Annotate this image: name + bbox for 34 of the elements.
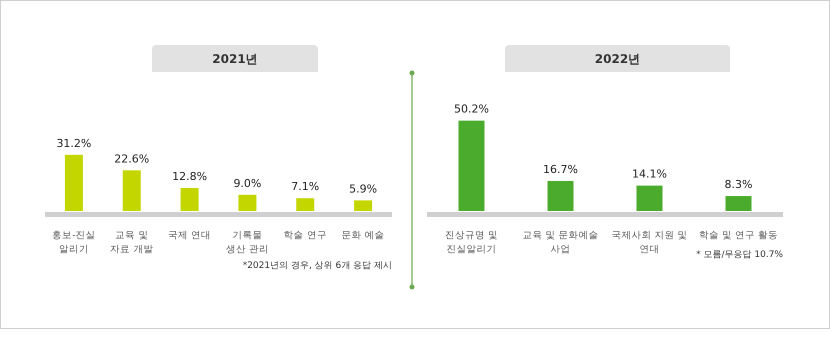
bar — [636, 186, 662, 211]
x-tick-label: 기록물 생산 관리 — [226, 230, 269, 255]
text: * 모름/무응답 10.7% — [696, 250, 784, 260]
bar — [64, 154, 83, 211]
data-label: 12.8% — [172, 170, 208, 183]
bar — [122, 170, 141, 211]
x-tick-label: 국제 연대 — [168, 230, 212, 241]
bar — [726, 196, 752, 211]
data-label: 22.6% — [114, 152, 150, 166]
bar — [458, 120, 484, 211]
x-tick-label: 문화 예술 — [342, 230, 385, 241]
text: *2021년의 경우, 상위 6개 응답 제시 — [242, 261, 392, 271]
x-tick-label: 교육 및 문화예술 사업 — [522, 230, 599, 255]
x-tick-label: 교육 및 자료 개발 — [110, 230, 154, 255]
data-label: 16.7% — [543, 162, 578, 176]
bar — [238, 194, 256, 211]
chart-title: 2021년 — [212, 52, 258, 66]
bar — [296, 198, 314, 211]
data-label: 7.1% — [291, 180, 320, 194]
data-label: 8.3% — [724, 178, 752, 192]
x-tick-label: 학술 연구 — [284, 230, 327, 241]
bar — [180, 188, 199, 211]
x-tick-label: 국제사회 지원 및 연대 — [611, 230, 688, 255]
bar — [354, 200, 372, 211]
data-label: 14.1% — [632, 168, 667, 181]
data-label: 50.2% — [454, 102, 489, 116]
x-tick-label: 진상규명 및 진실알리기 — [444, 230, 498, 255]
bar — [548, 180, 574, 211]
x-tick-label: 학술 및 연구 활동 — [698, 230, 778, 241]
chart-title: 2022년 — [594, 52, 640, 66]
data-label: 31.2% — [56, 136, 92, 150]
x-tick-label: 홍보-진실 알리기 — [52, 230, 96, 255]
data-label: 9.0% — [233, 176, 262, 190]
data-label: 5.9% — [349, 182, 378, 196]
